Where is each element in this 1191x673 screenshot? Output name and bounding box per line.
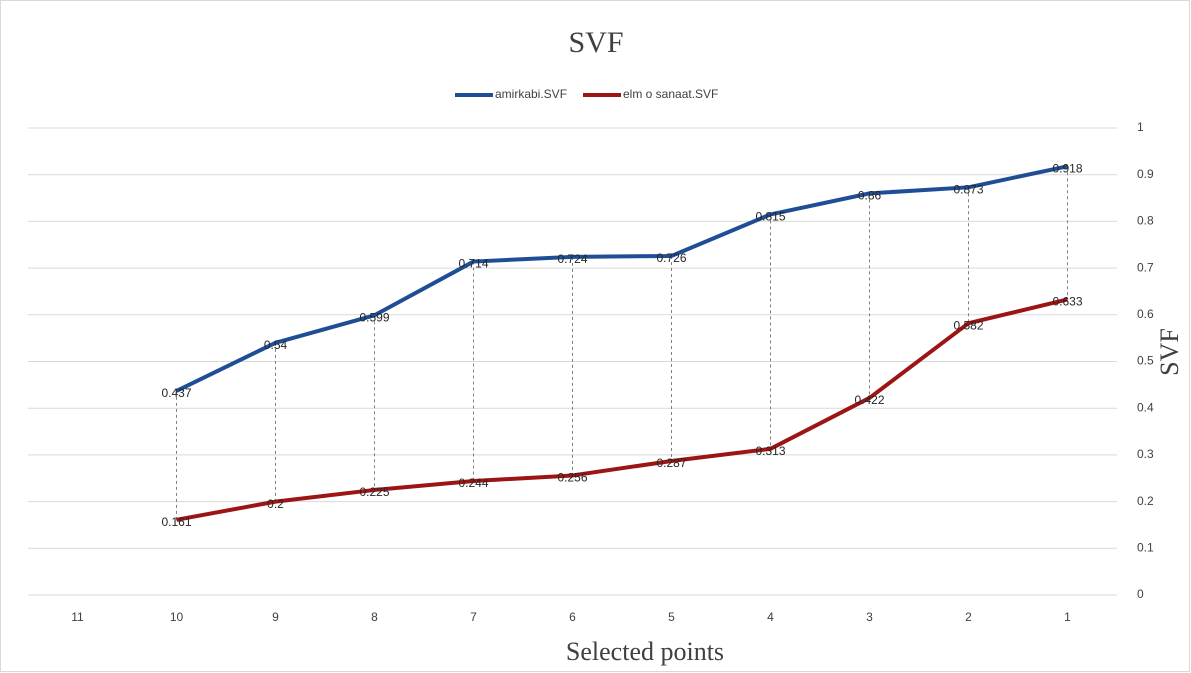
- legend-label: amirkabi.SVF: [495, 87, 567, 101]
- data-label: 0.313: [755, 444, 785, 458]
- series-line: [176, 297, 1068, 522]
- x-tick-label: 2: [965, 610, 972, 624]
- y-tick-label: 0.1: [1137, 540, 1154, 554]
- data-label: 0.873: [953, 182, 983, 196]
- data-label: 0.582: [953, 318, 983, 332]
- data-label: 0.918: [1052, 161, 1082, 175]
- y-tick-label: 0.8: [1137, 214, 1154, 228]
- y-tick-label: 0.2: [1137, 494, 1154, 508]
- data-label: 0.86: [858, 189, 882, 203]
- data-label: 0.287: [656, 456, 686, 470]
- data-label: 0.599: [359, 310, 389, 324]
- x-axis-label: Selected points: [566, 637, 724, 666]
- data-label: 0.256: [557, 471, 587, 485]
- y-tick-label: 0.6: [1137, 307, 1154, 321]
- x-tick-label: 9: [272, 610, 279, 624]
- data-label: 0.422: [854, 393, 884, 407]
- chart-title: SVF: [568, 26, 623, 59]
- y-axis-label: SVF: [1155, 328, 1184, 376]
- y-tick-label: 0.9: [1137, 167, 1154, 181]
- y-tick-label: 0.3: [1137, 447, 1154, 461]
- data-label: 0.2: [267, 497, 284, 511]
- data-label: 0.724: [557, 252, 587, 266]
- x-tick-label: 11: [71, 610, 84, 624]
- data-label: 0.161: [161, 515, 191, 529]
- y-tick-label: 0.4: [1137, 400, 1154, 414]
- x-tick-label: 8: [371, 610, 378, 624]
- data-label: 0.714: [458, 257, 488, 271]
- y-tick-label: 0.5: [1137, 354, 1154, 368]
- x-tick-label: 6: [569, 610, 576, 624]
- data-label: 0.633: [1052, 295, 1082, 309]
- y-tick-label: 1: [1137, 120, 1144, 134]
- x-tick-label: 5: [668, 610, 675, 624]
- x-tick-label: 3: [866, 610, 873, 624]
- y-tick-label: 0: [1137, 587, 1144, 601]
- data-label: 0.54: [264, 338, 288, 352]
- x-tick-label: 7: [470, 610, 477, 624]
- y-tick-label: 0.7: [1137, 260, 1154, 274]
- series-line: [175, 164, 1068, 393]
- data-label: 0.815: [755, 210, 785, 224]
- legend-label: elm o sanaat.SVF: [623, 87, 718, 101]
- data-label: 0.437: [161, 386, 191, 400]
- x-tick-label: 10: [170, 610, 184, 624]
- data-label: 0.225: [359, 485, 389, 499]
- data-label: 0.726: [656, 251, 686, 265]
- x-tick-label: 1: [1064, 610, 1071, 624]
- x-tick-label: 4: [767, 610, 774, 624]
- data-label: 0.244: [458, 476, 488, 490]
